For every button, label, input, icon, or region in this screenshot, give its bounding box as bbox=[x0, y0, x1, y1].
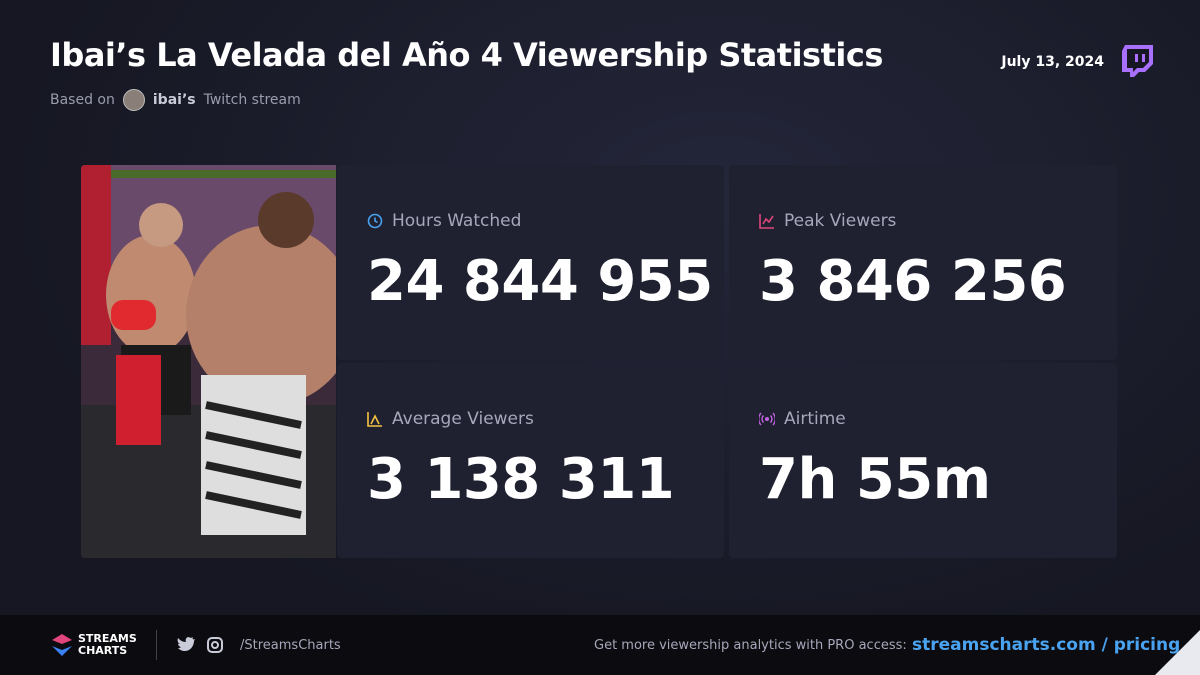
footer bbox=[0, 615, 1200, 675]
twitter-icon[interactable] bbox=[177, 637, 195, 652]
stat-value: 3 846 256 bbox=[759, 249, 1067, 314]
stat-label: Peak Viewers bbox=[784, 211, 897, 231]
title: Ibai’s La Velada del Año 4 Viewership St… bbox=[50, 36, 883, 74]
logo-line: STREAMS bbox=[78, 632, 137, 645]
stat-card: Hours Watched 24 844 955 bbox=[337, 165, 724, 360]
channel-name: ibai’s bbox=[152, 92, 196, 108]
stat-card: Average Viewers 3 138 311 bbox=[337, 363, 724, 558]
date: July 13, 2024 bbox=[1001, 54, 1104, 70]
stat-icon bbox=[367, 412, 382, 427]
subtitle: Based on ibai’s Twitch stream bbox=[50, 89, 301, 111]
stream-photo bbox=[81, 165, 336, 558]
stat-value: 3 138 311 bbox=[367, 447, 675, 512]
stat-label: Hours Watched bbox=[392, 211, 522, 231]
avatar bbox=[122, 89, 145, 111]
stat-value: 24 844 955 bbox=[367, 249, 713, 314]
social-handle: /StreamsCharts bbox=[240, 638, 341, 653]
logo-line: CHARTS bbox=[78, 644, 128, 657]
stat-card: Airtime 7h 55m bbox=[729, 363, 1117, 558]
stat-label-row: Peak Viewers bbox=[759, 211, 896, 231]
instagram-icon[interactable] bbox=[207, 637, 223, 653]
pricing-link[interactable]: streamscharts.com / pricing bbox=[912, 635, 1181, 655]
twitch-icon bbox=[1122, 45, 1153, 77]
stat-label: Airtime bbox=[784, 409, 846, 429]
stat-icon bbox=[367, 213, 383, 229]
stat-icon bbox=[759, 412, 775, 426]
stat-icon bbox=[759, 214, 774, 229]
stat-label: Average Viewers bbox=[392, 409, 534, 429]
stat-value: 7h 55m bbox=[759, 447, 991, 512]
stat-label-row: Airtime bbox=[759, 409, 846, 429]
logo-text: STREAMS CHARTS bbox=[78, 633, 137, 657]
subtitle-prefix: Based on bbox=[50, 92, 115, 108]
stat-card: Peak Viewers 3 846 256 bbox=[729, 165, 1117, 360]
corner-accent bbox=[1155, 630, 1200, 675]
stat-label-row: Average Viewers bbox=[367, 409, 534, 429]
subtitle-suffix: Twitch stream bbox=[203, 92, 301, 108]
stat-label-row: Hours Watched bbox=[367, 211, 521, 231]
logo-icon bbox=[52, 634, 72, 656]
divider bbox=[156, 630, 157, 660]
promo-text: Get more viewership analytics with PRO a… bbox=[594, 638, 907, 653]
